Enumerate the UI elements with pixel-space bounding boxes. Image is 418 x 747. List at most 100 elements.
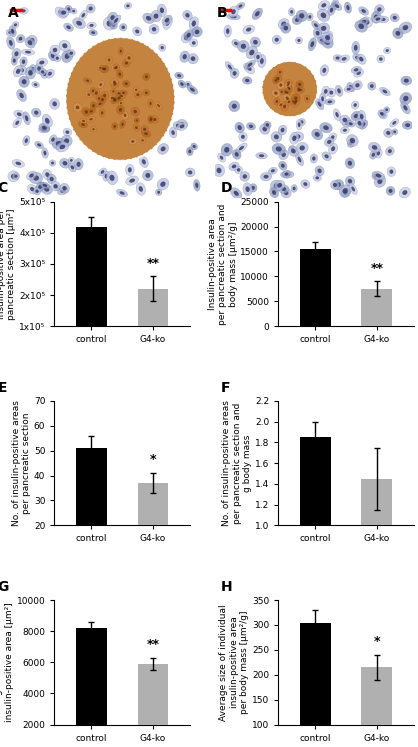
Ellipse shape (304, 95, 310, 102)
Ellipse shape (124, 2, 132, 9)
Bar (138, 289, 168, 357)
Text: B: B (217, 6, 227, 20)
Ellipse shape (361, 16, 372, 28)
Ellipse shape (8, 171, 19, 182)
Ellipse shape (188, 149, 191, 153)
Ellipse shape (273, 75, 282, 83)
Ellipse shape (29, 173, 34, 178)
Ellipse shape (274, 92, 278, 95)
Ellipse shape (393, 16, 397, 19)
Ellipse shape (385, 108, 388, 111)
Ellipse shape (136, 93, 140, 96)
Ellipse shape (292, 100, 294, 102)
Ellipse shape (329, 143, 338, 154)
Ellipse shape (372, 172, 379, 179)
Ellipse shape (371, 11, 381, 23)
Ellipse shape (252, 8, 263, 19)
Ellipse shape (114, 125, 116, 128)
Text: D: D (221, 182, 233, 196)
Ellipse shape (103, 93, 106, 97)
Ellipse shape (54, 55, 61, 62)
Ellipse shape (311, 41, 314, 47)
Ellipse shape (141, 125, 148, 133)
Ellipse shape (21, 49, 35, 55)
Ellipse shape (354, 69, 364, 77)
Ellipse shape (49, 160, 56, 167)
Bar (362, 289, 392, 326)
Ellipse shape (134, 91, 142, 98)
Ellipse shape (292, 15, 302, 25)
Ellipse shape (331, 146, 335, 151)
Ellipse shape (177, 122, 187, 131)
Ellipse shape (226, 28, 229, 34)
Ellipse shape (135, 89, 137, 91)
Ellipse shape (154, 13, 158, 19)
Ellipse shape (311, 129, 323, 140)
Ellipse shape (110, 15, 115, 20)
Ellipse shape (230, 16, 237, 18)
Ellipse shape (316, 176, 319, 179)
Ellipse shape (296, 120, 302, 130)
Ellipse shape (313, 175, 321, 182)
Ellipse shape (355, 118, 364, 128)
Ellipse shape (235, 123, 245, 133)
Ellipse shape (43, 151, 46, 155)
Ellipse shape (108, 95, 117, 101)
Ellipse shape (150, 119, 152, 121)
Ellipse shape (101, 111, 103, 114)
Ellipse shape (251, 186, 255, 190)
Ellipse shape (345, 176, 355, 186)
Ellipse shape (342, 118, 347, 122)
Ellipse shape (76, 105, 79, 109)
Ellipse shape (139, 156, 148, 167)
Ellipse shape (190, 87, 195, 92)
Ellipse shape (257, 55, 266, 67)
Ellipse shape (92, 104, 95, 108)
Ellipse shape (335, 85, 343, 96)
Ellipse shape (59, 158, 71, 168)
Y-axis label: Average size of individual
insulin-positive area [μm²]: Average size of individual insulin-posit… (0, 603, 14, 722)
Ellipse shape (376, 17, 380, 21)
Ellipse shape (59, 40, 71, 52)
Ellipse shape (278, 185, 289, 193)
Ellipse shape (377, 179, 382, 184)
Ellipse shape (36, 190, 39, 193)
Ellipse shape (331, 135, 334, 140)
Ellipse shape (9, 40, 13, 46)
Ellipse shape (291, 99, 299, 108)
Ellipse shape (192, 27, 202, 37)
Ellipse shape (180, 125, 184, 128)
Ellipse shape (12, 49, 21, 59)
Ellipse shape (288, 88, 291, 90)
Ellipse shape (285, 84, 292, 91)
Ellipse shape (149, 25, 159, 34)
Ellipse shape (404, 78, 409, 83)
Ellipse shape (347, 139, 354, 147)
Ellipse shape (45, 118, 50, 124)
Ellipse shape (41, 185, 53, 194)
Ellipse shape (61, 49, 73, 63)
Ellipse shape (360, 114, 364, 120)
Ellipse shape (120, 23, 127, 31)
Ellipse shape (333, 55, 342, 61)
Ellipse shape (249, 184, 257, 192)
Ellipse shape (237, 125, 242, 130)
Ellipse shape (112, 22, 115, 27)
Ellipse shape (290, 132, 299, 144)
Ellipse shape (180, 82, 184, 86)
Ellipse shape (91, 31, 95, 34)
Ellipse shape (275, 79, 277, 82)
Ellipse shape (347, 120, 355, 127)
Ellipse shape (73, 103, 82, 112)
Ellipse shape (325, 35, 330, 40)
Ellipse shape (255, 11, 260, 16)
Ellipse shape (348, 161, 352, 166)
Ellipse shape (340, 127, 349, 134)
Ellipse shape (185, 168, 195, 177)
Ellipse shape (298, 89, 302, 91)
Ellipse shape (169, 127, 177, 138)
Ellipse shape (113, 98, 117, 102)
Ellipse shape (120, 191, 125, 195)
Ellipse shape (16, 34, 25, 43)
Ellipse shape (117, 96, 121, 99)
